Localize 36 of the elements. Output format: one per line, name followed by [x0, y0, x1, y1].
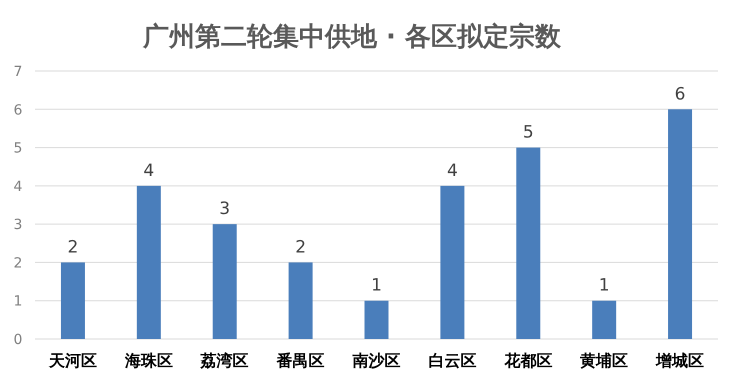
x-tick-label: 花都区	[503, 351, 552, 370]
data-label: 3	[219, 199, 230, 220]
y-tick-label: 3	[14, 217, 22, 234]
y-tick-label: 5	[14, 140, 22, 157]
data-label: 6	[674, 84, 686, 104]
x-tick-label: 海珠区	[124, 351, 173, 370]
data-label: 4	[446, 160, 458, 181]
data-label: 5	[522, 122, 534, 143]
x-tick-label: 增城区	[655, 351, 704, 370]
y-tick-label: 7	[14, 64, 22, 80]
y-tick-label: 4	[14, 178, 23, 195]
data-label: 1	[371, 276, 382, 296]
x-tick-label: 番禺区	[276, 351, 325, 370]
bar	[288, 262, 313, 339]
bar	[136, 186, 161, 339]
y-tick-label: 6	[14, 102, 23, 118]
x-tick-label: 南沙区	[352, 351, 400, 370]
x-tick-label: 荔湾区	[200, 351, 249, 370]
data-label: 1	[598, 276, 610, 296]
data-label: 2	[295, 237, 306, 258]
bar	[440, 186, 464, 339]
bar	[212, 224, 237, 339]
bar	[60, 262, 85, 339]
y-tick-label: 1	[14, 294, 22, 310]
y-tick-label: 2	[14, 255, 22, 272]
chart-title: 广州第二轮集中供地 · 各区拟定宗数	[142, 22, 562, 52]
data-label: 2	[68, 237, 78, 258]
x-tick-label: 天河区	[48, 351, 97, 370]
bar	[364, 300, 388, 339]
bar	[516, 148, 540, 339]
y-tick-label: 0	[14, 332, 22, 348]
x-tick-label: 黄埔区	[579, 351, 628, 370]
data-label: 4	[143, 160, 154, 181]
x-tick-label: 白云区	[428, 351, 476, 370]
bar	[592, 300, 616, 339]
bar	[668, 109, 692, 339]
